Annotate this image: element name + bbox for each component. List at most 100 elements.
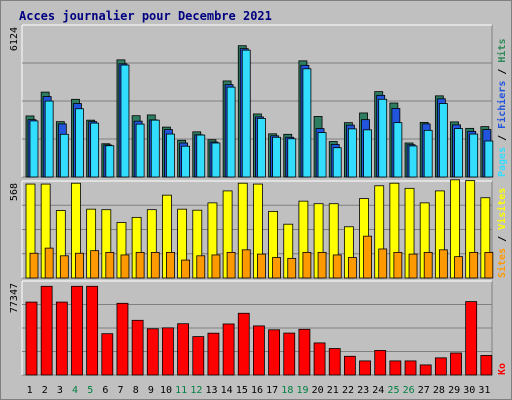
- bar-sites: [484, 251, 494, 279]
- bar-pages: [423, 129, 433, 178]
- chart-bars: [25, 45, 494, 376]
- bar-sites: [317, 251, 327, 279]
- bar-pages: [105, 145, 115, 178]
- bar-sites: [181, 259, 191, 279]
- bar-pages: [59, 133, 69, 178]
- bar-pages: [211, 142, 221, 178]
- x-tick-label: 22: [342, 385, 354, 396]
- bar-kb: [40, 285, 53, 376]
- bar-pages: [287, 138, 297, 178]
- bar-kb: [253, 325, 265, 376]
- bar-sites: [454, 256, 463, 279]
- legend-visits-sites-sites: Sites: [496, 248, 508, 278]
- x-tick-label: 20: [312, 385, 324, 396]
- bar-pages: [347, 128, 357, 178]
- bar-sites: [332, 254, 342, 279]
- bar-sites: [438, 249, 448, 279]
- x-tick-label: 31: [478, 385, 490, 396]
- x-tick-label: 2: [42, 385, 48, 396]
- bar-pages: [135, 123, 145, 178]
- x-tick-label: 17: [266, 385, 278, 396]
- bar-sites: [211, 254, 221, 279]
- bar-pages: [90, 122, 100, 178]
- bar-pages: [75, 108, 84, 178]
- x-tick-label: 1: [27, 385, 33, 396]
- bar-sites: [196, 255, 206, 279]
- bar-sites: [272, 257, 281, 279]
- bar-pages: [393, 122, 403, 178]
- x-tick-label: 18: [281, 385, 293, 396]
- legend-pages-files-hits-pages: Pages: [497, 147, 508, 177]
- bar-sites: [226, 251, 236, 279]
- x-tick-label: 29: [448, 385, 460, 396]
- x-tick-label: 6: [102, 385, 108, 396]
- x-tick-label: 10: [160, 385, 172, 396]
- legend-visits-sites-visites: Visites: [496, 188, 508, 230]
- bar-kb: [389, 360, 402, 376]
- x-tick-label: 14: [221, 385, 233, 396]
- bar-sites: [59, 255, 69, 279]
- bar-kb: [207, 332, 220, 376]
- x-tick-label: 13: [205, 385, 217, 396]
- bar-sites: [135, 251, 145, 279]
- bar-sites: [393, 251, 403, 279]
- y-max-label-kb: 77347: [9, 283, 20, 313]
- bar-sites: [257, 253, 266, 279]
- bar-sites: [302, 251, 312, 279]
- bar-kb: [237, 312, 250, 376]
- y-max-label-pages: 6124: [9, 27, 20, 51]
- legend-kb: Ko: [497, 363, 508, 375]
- legend-pages-files-hits: Pages / Fichiers / Hits: [496, 39, 508, 178]
- bar-kb: [55, 301, 68, 376]
- x-tick-label: 5: [87, 385, 93, 396]
- bar-pages: [454, 128, 463, 178]
- bar-kb: [419, 364, 432, 376]
- bar-sites: [166, 251, 175, 279]
- chart-labels: 6124 Pages / Fichiers / Hits 56 8 Sites / Vi…: [9, 27, 508, 396]
- x-tick-label: 19: [296, 385, 308, 396]
- x-tick-label: 15: [236, 385, 248, 396]
- bar-sites: [363, 235, 372, 279]
- bar-sites: [29, 252, 39, 279]
- x-tick-label: 25: [387, 385, 399, 396]
- legend-pages-files-hits-fichiers: Fichiers: [496, 81, 508, 129]
- bar-pages: [332, 147, 342, 178]
- bar-pages: [166, 133, 175, 178]
- bar-sites: [347, 257, 357, 279]
- bar-sites: [287, 257, 297, 279]
- bar-kb: [343, 355, 356, 376]
- bar-pages: [44, 100, 54, 178]
- bar-sites: [408, 253, 418, 279]
- x-tick-label: 8: [133, 385, 139, 396]
- bar-pages: [150, 119, 160, 178]
- bar-kb: [146, 328, 159, 376]
- x-tick-label: 4: [72, 385, 78, 396]
- bar-pages: [120, 64, 130, 178]
- bar-pages: [272, 136, 281, 178]
- bar-pages: [181, 145, 191, 178]
- bar-kb: [116, 302, 129, 376]
- bar-kb: [222, 323, 235, 376]
- x-tick-label: 23: [357, 385, 369, 396]
- bar-sites: [423, 251, 433, 279]
- bar-pages: [469, 133, 479, 178]
- legend-pages-files-hits-separator: /: [497, 129, 508, 147]
- bar-kb: [101, 333, 114, 376]
- bar-kb: [404, 360, 417, 376]
- bar-pages: [302, 68, 312, 178]
- bar-kb: [328, 348, 341, 376]
- bar-pages: [29, 120, 39, 178]
- x-tick-label: 12: [190, 385, 202, 396]
- legend-visits-sites: Sites / Visites: [496, 188, 508, 278]
- bar-sites: [105, 251, 115, 279]
- bar-sites: [150, 251, 160, 279]
- bar-kb: [25, 301, 38, 376]
- x-tick-label: 21: [327, 385, 339, 396]
- bar-kb: [86, 285, 99, 376]
- bar-pages: [317, 132, 327, 178]
- legend-visits-sites-separator: /: [497, 230, 508, 248]
- x-tick-label: 3: [57, 385, 63, 396]
- bar-pages: [378, 98, 388, 178]
- x-tick-label: 28: [433, 385, 445, 396]
